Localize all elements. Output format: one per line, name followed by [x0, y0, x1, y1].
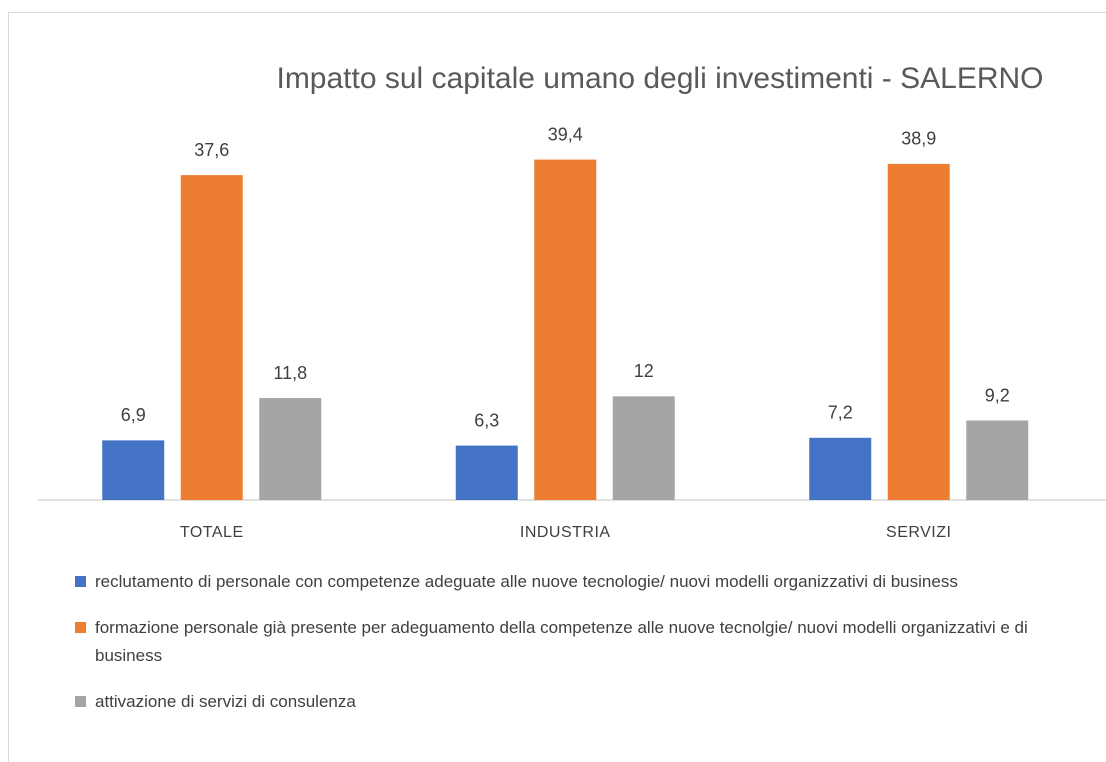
bar — [612, 396, 675, 500]
data-label: 38,9 — [901, 129, 936, 149]
bar — [259, 398, 322, 500]
legend-swatch — [75, 576, 86, 587]
chart-frame — [8, 12, 1106, 762]
data-label: 37,6 — [194, 140, 229, 160]
legend-label: attivazione di servizi di consulenza — [95, 692, 356, 711]
data-label: 6,9 — [121, 405, 146, 425]
legend-entry: attivazione di servizi di consulenza — [75, 688, 1095, 716]
bar — [180, 175, 243, 501]
legend-swatch — [75, 622, 86, 633]
data-label: 39,4 — [548, 124, 583, 144]
data-label: 11,8 — [273, 363, 307, 383]
x-tick-label: INDUSTRIA — [520, 524, 611, 541]
data-label: 12 — [634, 361, 654, 381]
bar — [534, 159, 597, 501]
legend-swatch — [75, 696, 86, 707]
bar — [809, 437, 872, 500]
legend-entry: reclutamento di personale con competenze… — [75, 568, 1095, 596]
chart-title: Impatto sul capitale umano degli investi… — [276, 62, 1043, 95]
legend: reclutamento di personale con competenze… — [75, 568, 1095, 734]
bar — [455, 445, 518, 500]
chart: Impatto sul capitale umano degli investi… — [38, 62, 1106, 541]
bar — [887, 163, 950, 501]
x-tick-label: SERVIZI — [886, 524, 951, 541]
bar — [966, 420, 1029, 500]
data-label: 7,2 — [828, 403, 853, 423]
data-label: 9,2 — [985, 385, 1010, 405]
legend-label: reclutamento di personale con competenze… — [95, 572, 958, 591]
legend-label: formazione personale già presente per ad… — [95, 618, 1028, 665]
legend-entry: formazione personale già presente per ad… — [75, 614, 1095, 670]
bar — [102, 440, 165, 500]
x-tick-label: TOTALE — [180, 524, 244, 541]
data-label: 6,3 — [474, 410, 499, 430]
